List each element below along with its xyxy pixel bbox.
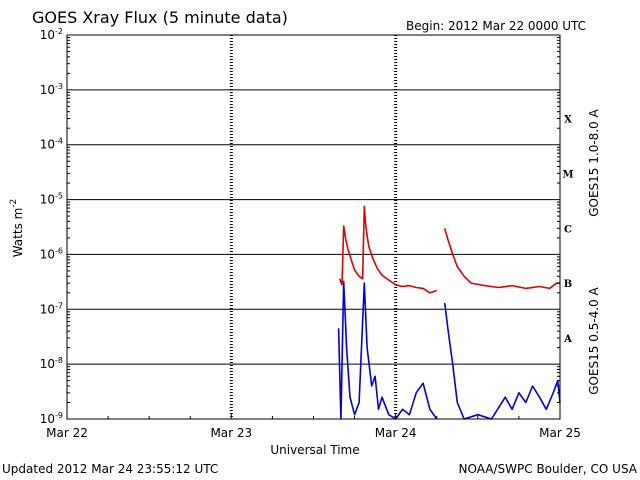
flare-class-label: B [564,279,572,290]
y-tick-exponent: -6 [55,246,63,255]
x-tick-label: Mar 24 [375,426,417,440]
y-tick-base: 10 [40,247,55,261]
y-tick-label: 10-2 [40,27,63,42]
y-tick-base: 10 [40,193,55,207]
series-line [443,302,561,420]
y-tick-base: 10 [40,412,55,426]
y-axis-title-exponent: -2 [9,199,19,208]
y-tick-label: 10-6 [40,246,63,261]
series-line [337,280,438,420]
y-tick-exponent: -3 [55,82,63,91]
legend-series-short: GOES15 0.5-4.0 A [587,286,601,394]
y-tick-exponent: -8 [55,356,63,365]
data-source: NOAA/SWPC Boulder, CO USA [459,462,638,476]
y-tick-base: 10 [40,302,55,316]
series-layer [337,205,561,420]
series-line [338,205,438,294]
flare-class-label: M [562,169,573,180]
y-tick-exponent: -9 [55,411,63,420]
chart-title: GOES Xray Flux (5 minute data) [32,8,288,27]
y-tick-label: 10-5 [40,192,63,207]
updated-timestamp: Updated 2012 Mar 24 23:55:12 UTC [2,462,218,476]
y-tick-exponent: -4 [55,137,63,146]
x-tick-label: Mar 23 [210,426,252,440]
legend-series-long: GOES15 1.0-8.0 A [587,108,601,216]
begin-time: Begin: 2012 Mar 22 0000 UTC [406,19,586,33]
plot-background [67,35,560,419]
flare-class-label: X [564,115,572,126]
flare-class-label: A [563,334,572,345]
y-axis-title-text: Watts m [11,208,25,258]
x-axis-title: Universal Time [270,443,359,457]
y-tick-base: 10 [40,83,55,97]
gridlines [67,34,560,420]
y-tick-base: 10 [40,357,55,371]
y-axis-title: Watts m-2 [9,199,25,258]
y-tick-label: 10-7 [40,301,63,316]
y-tick-exponent: -7 [55,301,63,310]
y-tick-label: 10-9 [40,411,63,426]
y-tick-label: 10-8 [40,356,63,371]
x-tick-label: Mar 25 [539,426,581,440]
flare-class-label: C [564,224,572,235]
series-line [443,228,560,290]
y-tick-base: 10 [40,28,55,42]
y-tick-label: 10-3 [40,82,63,97]
y-tick-base: 10 [40,138,55,152]
y-tick-label: 10-4 [40,137,63,152]
y-tick-exponent: -2 [55,27,63,36]
x-tick-label: Mar 22 [46,426,88,440]
y-tick-exponent: -5 [55,192,63,201]
